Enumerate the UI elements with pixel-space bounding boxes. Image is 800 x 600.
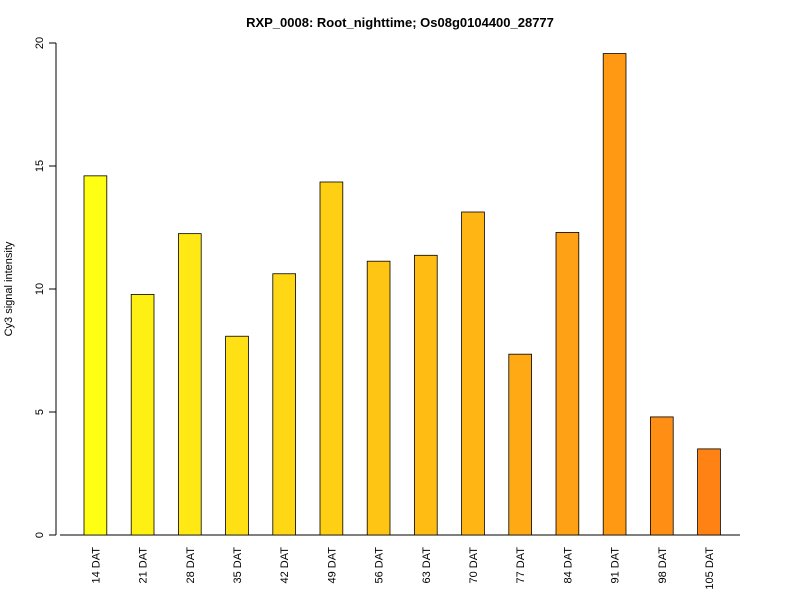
bar	[413, 254, 438, 536]
bar	[177, 233, 202, 536]
x-tick-labels: 14 DAT 21 DAT 28 DAT 35 DAT 42 DAT 49 DAT 56 D…	[90, 547, 716, 590]
x-tick-label: 49 DAT	[326, 547, 338, 584]
bar	[461, 211, 485, 536]
x-tick-label: 63 DAT	[421, 547, 433, 584]
bar	[319, 181, 344, 536]
y-tick-label: 0	[34, 532, 46, 538]
x-tick-label: 105 DAT	[704, 547, 716, 590]
x-tick-label: 28 DAT	[185, 547, 197, 584]
x-tick-label: 14 DAT	[90, 547, 102, 584]
bar	[225, 335, 249, 536]
bar	[83, 175, 108, 536]
bar	[602, 53, 627, 536]
bar	[366, 260, 391, 536]
bar	[130, 294, 155, 536]
bars-group	[83, 53, 721, 536]
x-tick-label: 84 DAT	[562, 547, 574, 584]
bar	[555, 232, 580, 536]
x-tick-label: 98 DAT	[657, 547, 669, 584]
x-tick-label: 77 DAT	[515, 547, 527, 584]
y-tick-label: 5	[34, 409, 46, 415]
bar	[272, 273, 296, 536]
y-axis: 0 5 10 15 20	[34, 37, 57, 538]
bar	[650, 416, 674, 536]
y-tick-label: 15	[34, 160, 46, 172]
x-tick-label: 91 DAT	[610, 547, 622, 584]
y-tick-label: 10	[34, 283, 46, 295]
x-tick-label: 42 DAT	[279, 547, 291, 584]
x-tick-label: 70 DAT	[468, 547, 480, 584]
x-tick-label: 56 DAT	[374, 547, 386, 584]
bar	[697, 448, 721, 536]
bar	[508, 353, 532, 536]
chart-title: RXP_0008: Root_nighttime; Os08g0104400_2…	[246, 15, 554, 30]
x-tick-label: 35 DAT	[232, 547, 244, 584]
y-tick-label: 20	[34, 37, 46, 49]
x-tick-label: 21 DAT	[138, 547, 150, 584]
y-axis-label: Cy3 signal intensity	[3, 241, 15, 336]
